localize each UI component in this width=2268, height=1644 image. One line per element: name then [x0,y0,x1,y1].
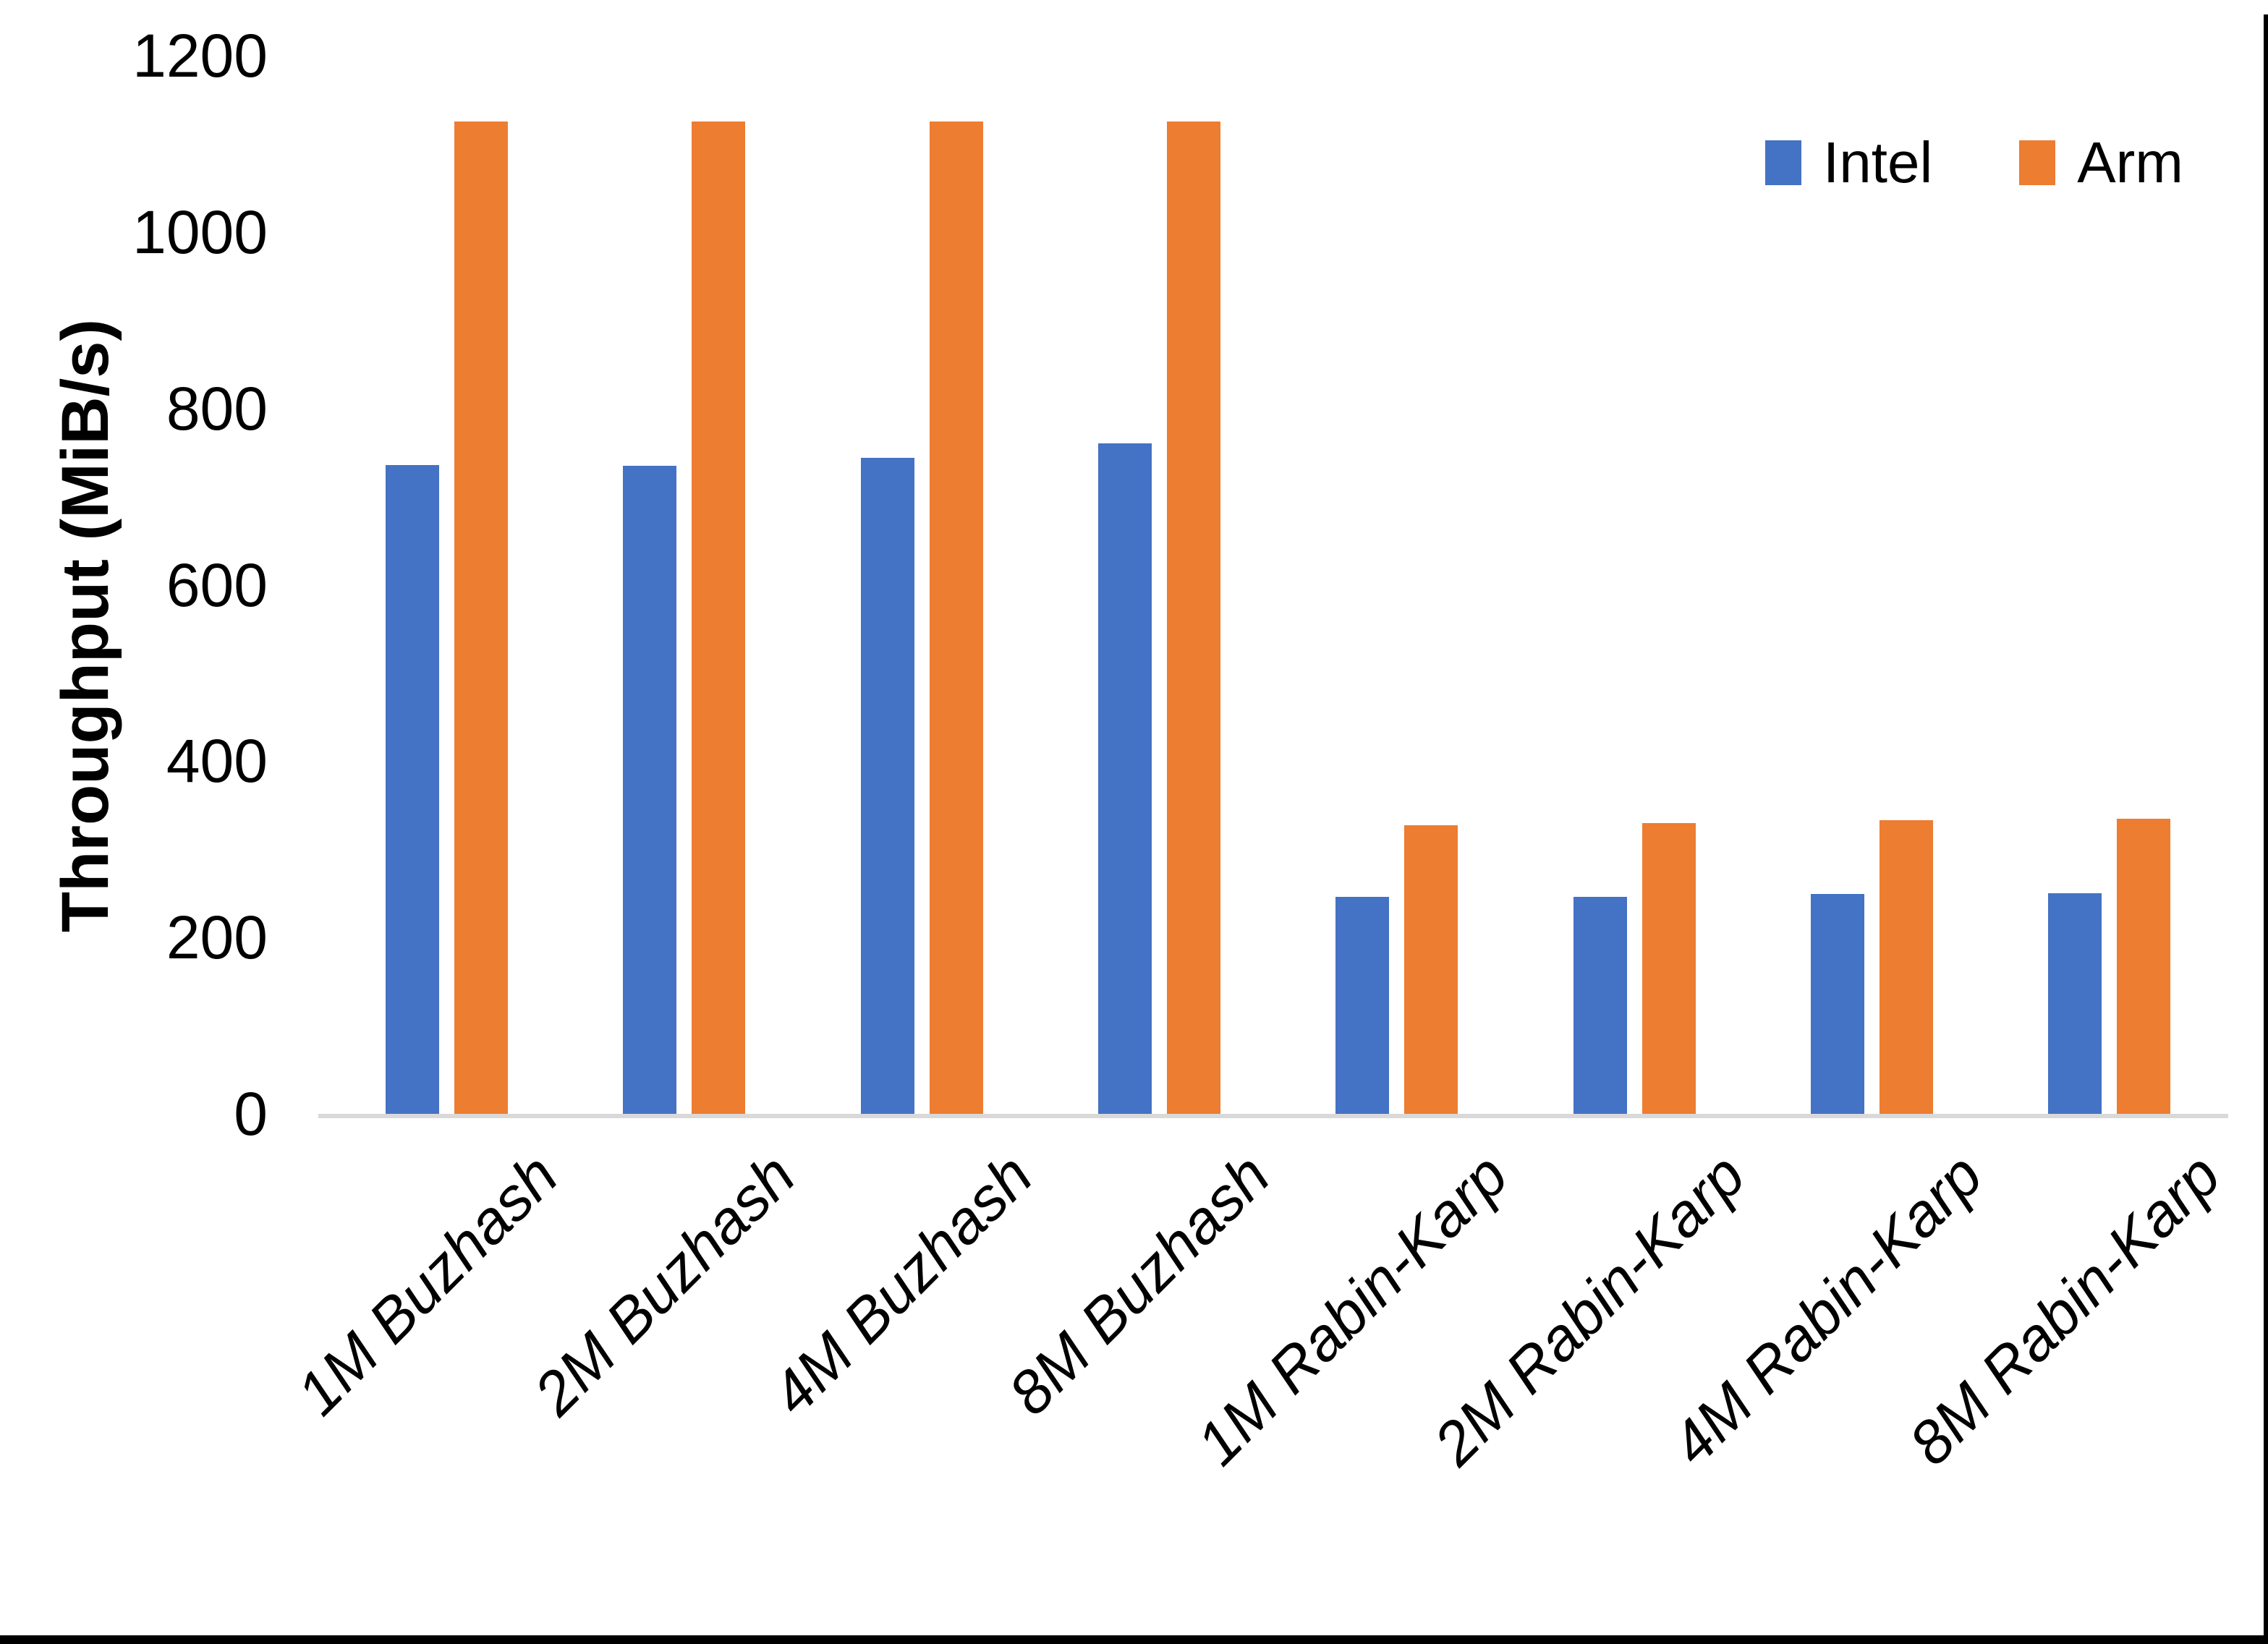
bar-arm-2m-rabin-karp [1641,822,1696,1114]
bar-intel-8m-buzhash [1097,443,1152,1114]
bar-arm-8m-rabin-karp [2117,818,2171,1114]
bar-intel-2m-buzhash [623,465,677,1114]
window-bottom-edge [0,1635,2268,1644]
y-tick-label: 200 [166,903,268,972]
bar-arm-4m-rabin-karp [1879,820,1933,1114]
bar-intel-4m-rabin-karp [1810,894,1864,1114]
y-tick-label: 1000 [132,197,268,266]
bar-intel-1m-buzhash [386,464,439,1114]
legend-item-intel: Intel [1765,134,1932,192]
window-right-edge [2264,14,2268,1644]
bar-arm-1m-buzhash [454,122,508,1114]
bar-intel-4m-buzhash [860,457,914,1114]
bar-intel-1m-rabin-karp [1335,897,1390,1114]
y-tick-label: 800 [166,374,268,443]
y-tick-label: 0 [234,1080,268,1148]
bar-arm-2m-buzhash [692,122,746,1114]
legend-label-arm: Arm [2077,130,2183,195]
legend-swatch-arm [2019,140,2056,185]
bar-intel-8m-rabin-karp [2048,893,2102,1114]
legend-label-intel: Intel [1823,130,1933,195]
x-axis-baseline [318,1114,2228,1118]
y-tick-label: 400 [166,727,268,796]
legend-item-arm: Arm [2019,134,2183,192]
bar-intel-2m-rabin-karp [1573,897,1627,1114]
legend-swatch-intel [1765,140,1801,185]
bar-arm-4m-buzhash [929,122,983,1114]
bar-arm-8m-buzhash [1166,122,1220,1114]
y-tick-label: 600 [166,550,268,619]
y-tick-label: 1200 [132,22,268,90]
bar-arm-1m-rabin-karp [1404,825,1458,1114]
legend: Intel Arm [1765,134,2183,192]
